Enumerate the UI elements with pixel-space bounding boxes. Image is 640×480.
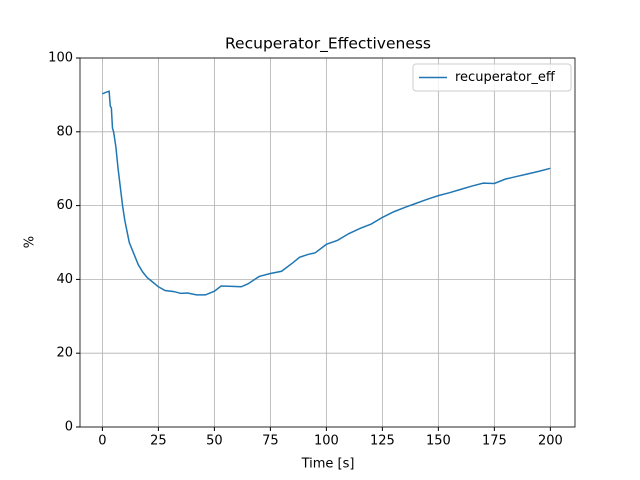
x-tick-label: 75	[262, 434, 279, 449]
y-tick-label: 20	[56, 346, 73, 361]
y-tick-label: 80	[56, 124, 73, 139]
legend-label: recuperator_eff	[455, 70, 556, 85]
x-tick-label: 150	[426, 434, 451, 449]
axes-frame	[79, 57, 576, 428]
line	[102, 90, 551, 296]
y-tick-label: 40	[56, 272, 73, 287]
y-tick-label: 60	[56, 198, 73, 213]
x-tick-label: 25	[150, 434, 167, 449]
x-tick-label: 200	[538, 434, 563, 449]
x-tick-label: 100	[314, 434, 339, 449]
x-tick-label: 50	[206, 434, 223, 449]
x-tick-label: 175	[482, 434, 507, 449]
x-tick-label: 0	[98, 434, 106, 449]
y-tick-label: 100	[48, 51, 73, 66]
chart-title: Recuperator_Effectiveness	[225, 35, 431, 54]
y-tick-label: 0	[65, 420, 73, 435]
y-axis-label: %	[23, 236, 38, 248]
x-tick-label: 125	[370, 434, 395, 449]
x-axis-label: Time [s]	[301, 457, 355, 472]
legend-box	[412, 63, 572, 92]
